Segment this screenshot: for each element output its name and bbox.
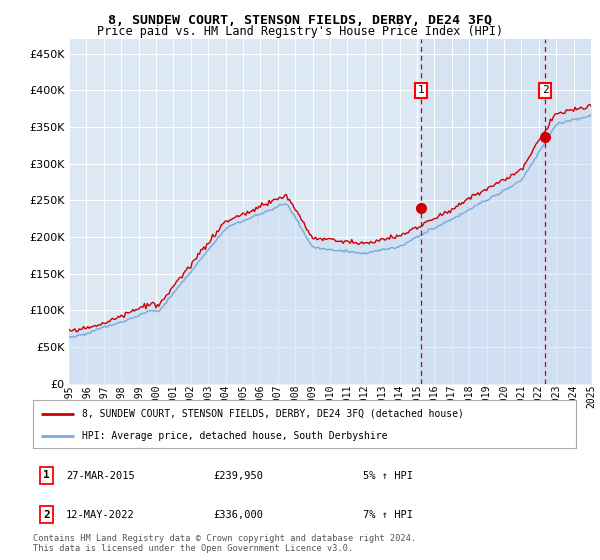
Text: 2: 2: [43, 510, 50, 520]
Text: 12-MAY-2022: 12-MAY-2022: [66, 510, 135, 520]
Text: 1: 1: [418, 86, 424, 96]
Text: 8, SUNDEW COURT, STENSON FIELDS, DERBY, DE24 3FQ (detached house): 8, SUNDEW COURT, STENSON FIELDS, DERBY, …: [82, 409, 464, 419]
Text: £239,950: £239,950: [213, 471, 263, 481]
Text: HPI: Average price, detached house, South Derbyshire: HPI: Average price, detached house, Sout…: [82, 431, 388, 441]
Text: 27-MAR-2015: 27-MAR-2015: [66, 471, 135, 481]
Text: 7% ↑ HPI: 7% ↑ HPI: [363, 510, 413, 520]
Text: 5% ↑ HPI: 5% ↑ HPI: [363, 471, 413, 481]
Text: 2: 2: [542, 86, 548, 96]
Text: 1: 1: [43, 470, 50, 480]
Text: Price paid vs. HM Land Registry's House Price Index (HPI): Price paid vs. HM Land Registry's House …: [97, 25, 503, 38]
Bar: [421, 39, 591, 384]
Text: £336,000: £336,000: [213, 510, 263, 520]
Text: Contains HM Land Registry data © Crown copyright and database right 2024.
This d: Contains HM Land Registry data © Crown c…: [33, 534, 416, 553]
Text: 8, SUNDEW COURT, STENSON FIELDS, DERBY, DE24 3FQ: 8, SUNDEW COURT, STENSON FIELDS, DERBY, …: [108, 14, 492, 27]
